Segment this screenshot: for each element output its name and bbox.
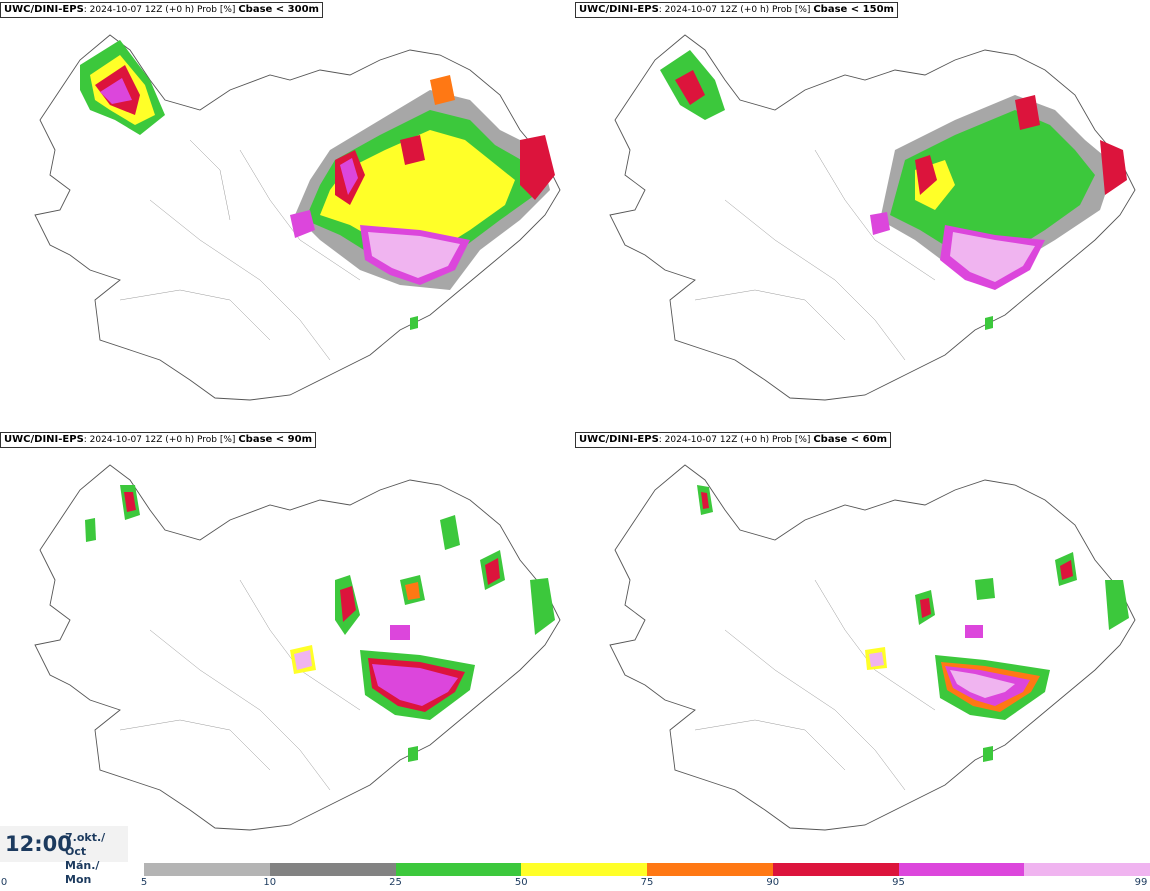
map-panel-60m: UWC/DINI-EPS: 2024-10-07 12Z (+0 h) Prob…: [575, 430, 1150, 860]
probability-field: [85, 485, 555, 762]
model-name: UWC/DINI-EPS: [4, 4, 84, 15]
colorbar-segment: [1024, 863, 1150, 876]
panel-title: UWC/DINI-EPS: 2024-10-07 12Z (+0 h) Prob…: [0, 2, 323, 18]
probability-field: [697, 485, 1129, 762]
colorbar-tick-label: 0: [0, 877, 8, 888]
iceland-map: [609, 464, 1136, 831]
threshold-label: Cbase < 60m: [813, 434, 887, 445]
run-info: : 2024-10-07 12Z (+0 h) Prob [%]: [658, 5, 811, 15]
panel-title: UWC/DINI-EPS: 2024-10-07 12Z (+0 h) Prob…: [575, 2, 898, 18]
run-info: : 2024-10-07 12Z (+0 h) Prob [%]: [83, 435, 236, 445]
run-info: : 2024-10-07 12Z (+0 h) Prob [%]: [83, 5, 236, 15]
colorbar-segment: [772, 863, 899, 876]
valid-date: 7.okt./ Oct Mán./ Mon: [65, 831, 128, 887]
model-name: UWC/DINI-EPS: [579, 4, 659, 15]
date-line-2: Mán./ Mon: [65, 859, 100, 886]
threshold-label: Cbase < 90m: [238, 434, 312, 445]
colorbar-tick-label: 95: [892, 877, 905, 888]
colorbar-tick-label: 5: [140, 877, 148, 888]
threshold-label: Cbase < 300m: [238, 4, 319, 15]
iceland-outline: [609, 464, 1136, 831]
valid-time: 12:00: [5, 832, 72, 856]
panel-title: UWC/DINI-EPS: 2024-10-07 12Z (+0 h) Prob…: [575, 432, 891, 448]
colorbar-tick-label: 75: [640, 877, 654, 888]
colorbar-segment: [269, 863, 396, 876]
run-info: : 2024-10-07 12Z (+0 h) Prob [%]: [658, 435, 811, 445]
iceland-map: [34, 464, 561, 831]
model-name: UWC/DINI-EPS: [579, 434, 659, 445]
model-name: UWC/DINI-EPS: [4, 434, 84, 445]
colorbar-segment: [647, 863, 773, 876]
map-panel-90m: UWC/DINI-EPS: 2024-10-07 12Z (+0 h) Prob…: [0, 430, 575, 860]
threshold-label: Cbase < 150m: [813, 4, 894, 15]
colorbar-tick-label: 25: [389, 877, 402, 888]
colorbar-tick-label: 10: [263, 877, 277, 888]
iceland-map: [609, 34, 1136, 401]
inland-contours: [694, 149, 936, 361]
colorbar-tick-label: 50: [514, 877, 528, 888]
colorbar-tick-label: 99: [1134, 877, 1148, 888]
colorbar-segment: [521, 863, 647, 876]
inland-contours: [119, 579, 361, 791]
colorbar-tick-label: 90: [766, 877, 780, 888]
date-line-1: 7.okt./ Oct: [65, 831, 106, 858]
panel-title: UWC/DINI-EPS: 2024-10-07 12Z (+0 h) Prob…: [0, 432, 316, 448]
map-panel-300m: UWC/DINI-EPS: 2024-10-07 12Z (+0 h) Prob…: [0, 0, 575, 430]
valid-time-box: 12:00 7.okt./ Oct Mán./ Mon: [0, 826, 128, 886]
probability-field: [660, 50, 1127, 330]
iceland-outline: [609, 34, 1136, 401]
probability-field: [80, 40, 555, 330]
colorbar-segment: [144, 863, 270, 876]
iceland-outline: [34, 34, 561, 401]
iceland-outline: [34, 464, 561, 831]
inland-contours: [694, 579, 936, 791]
iceland-map: [34, 34, 561, 401]
colorbar-segment: [395, 863, 522, 876]
map-panel-150m: UWC/DINI-EPS: 2024-10-07 12Z (+0 h) Prob…: [575, 0, 1150, 430]
colorbar-segment: [898, 863, 1025, 876]
inland-contours: [119, 139, 361, 361]
probability-colorbar: [144, 863, 1150, 876]
